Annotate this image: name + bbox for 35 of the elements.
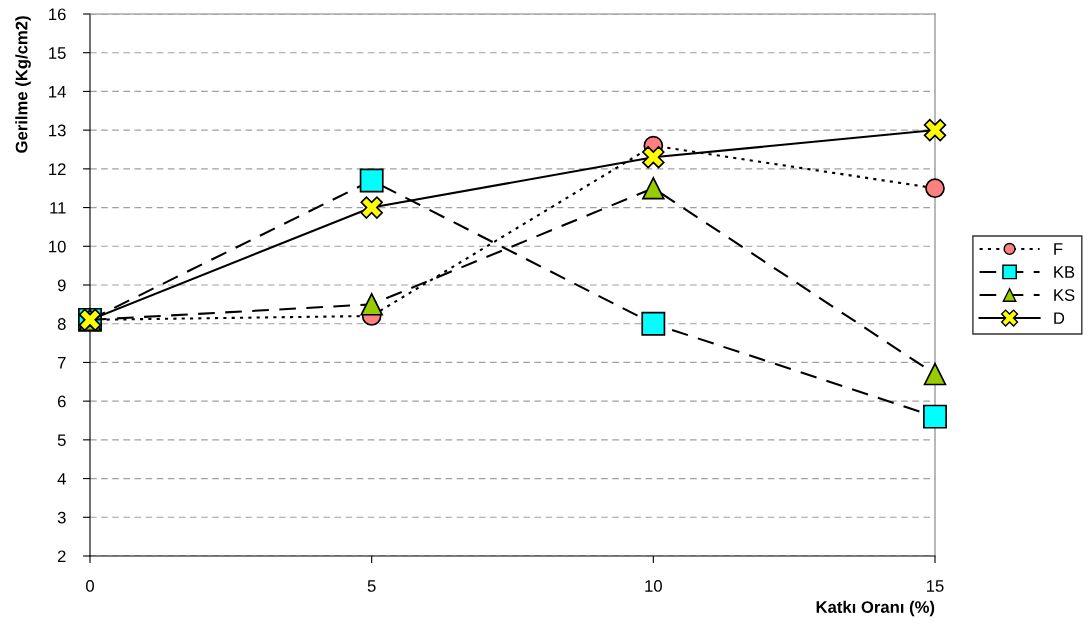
y-tick-label: 11 [50, 202, 66, 214]
point [359, 168, 384, 193]
y-tick-label: 16 [49, 8, 66, 21]
y-tick-label: 4 [57, 473, 66, 485]
point [360, 196, 383, 219]
point [923, 362, 947, 386]
x-tick-label: 15 [927, 580, 944, 592]
point [641, 311, 666, 336]
legend-label: D [1054, 312, 1065, 324]
y-tick-label: 13 [49, 124, 66, 137]
y-tick-label: 9 [57, 279, 66, 292]
legend-label: KB [1054, 266, 1075, 278]
point [360, 293, 383, 316]
x-tick-label: 10 [645, 580, 662, 592]
y-tick-label: 12 [49, 163, 66, 175]
x-tick-label: 0 [86, 580, 94, 592]
y-tick-label: 8 [57, 318, 66, 330]
y-tick-label: 6 [57, 395, 66, 408]
y-tick-label: 15 [49, 47, 66, 59]
x-tick-label: 5 [367, 580, 376, 592]
x-axis-title: Katkı Oranı (%) [816, 600, 935, 617]
y-tick-label: 3 [57, 511, 66, 524]
point [923, 118, 947, 142]
point [642, 176, 665, 200]
point [923, 404, 947, 429]
legend-label: F [1054, 243, 1063, 255]
y-tick-label: 2 [57, 550, 66, 563]
y-tick-label: 5 [57, 434, 66, 447]
point [925, 178, 945, 199]
y-tick-label: 7 [57, 357, 66, 369]
point [642, 145, 665, 169]
y-axis-title: Gerilme (Kg/cm2) [15, 16, 31, 153]
legend-label: KS [1054, 289, 1075, 301]
y-tick-label: 14 [49, 86, 66, 98]
y-tick-label: 10 [49, 240, 66, 253]
